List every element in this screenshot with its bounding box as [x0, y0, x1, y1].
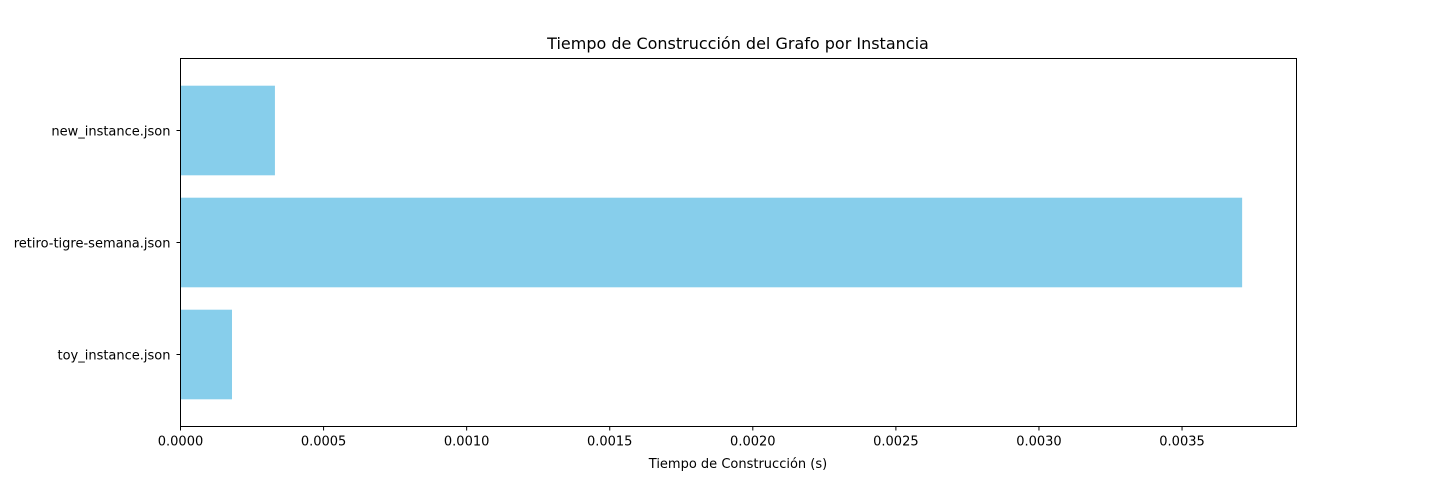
- y-tick-label: toy_instance.json: [57, 349, 170, 364]
- x-tick-label: 0.0015: [587, 435, 633, 450]
- x-tick-label: 0.0035: [1159, 435, 1205, 450]
- x-axis-label: Tiempo de Construcción (s): [648, 457, 827, 472]
- y-tick-label: retiro-tigre-semana.json: [14, 237, 171, 252]
- x-tick-label: 0.0025: [873, 435, 919, 450]
- chart-title: Tiempo de Construcción del Grafo por Ins…: [546, 34, 929, 53]
- y-axis: new_instance.json retiro-tigre-semana.jso…: [14, 125, 181, 364]
- x-tick-label: 0.0000: [158, 435, 204, 450]
- y-tick-label: new_instance.json: [51, 125, 170, 140]
- x-axis: 0.0000 0.0005 0.0010 0.0015 0.0020 0.0025 0.00…: [158, 426, 1205, 450]
- x-tick-label: 0.0030: [1016, 435, 1062, 450]
- bar-toy-instance-json: [180, 309, 233, 400]
- bar-retiro-tigre-semana-json: [180, 197, 1243, 288]
- x-tick-label: 0.0005: [301, 435, 347, 450]
- x-tick-label: 0.0020: [730, 435, 776, 450]
- bar-new-instance-json: [180, 85, 275, 176]
- bars-layer: [180, 85, 1243, 400]
- x-tick-label: 0.0010: [444, 435, 490, 450]
